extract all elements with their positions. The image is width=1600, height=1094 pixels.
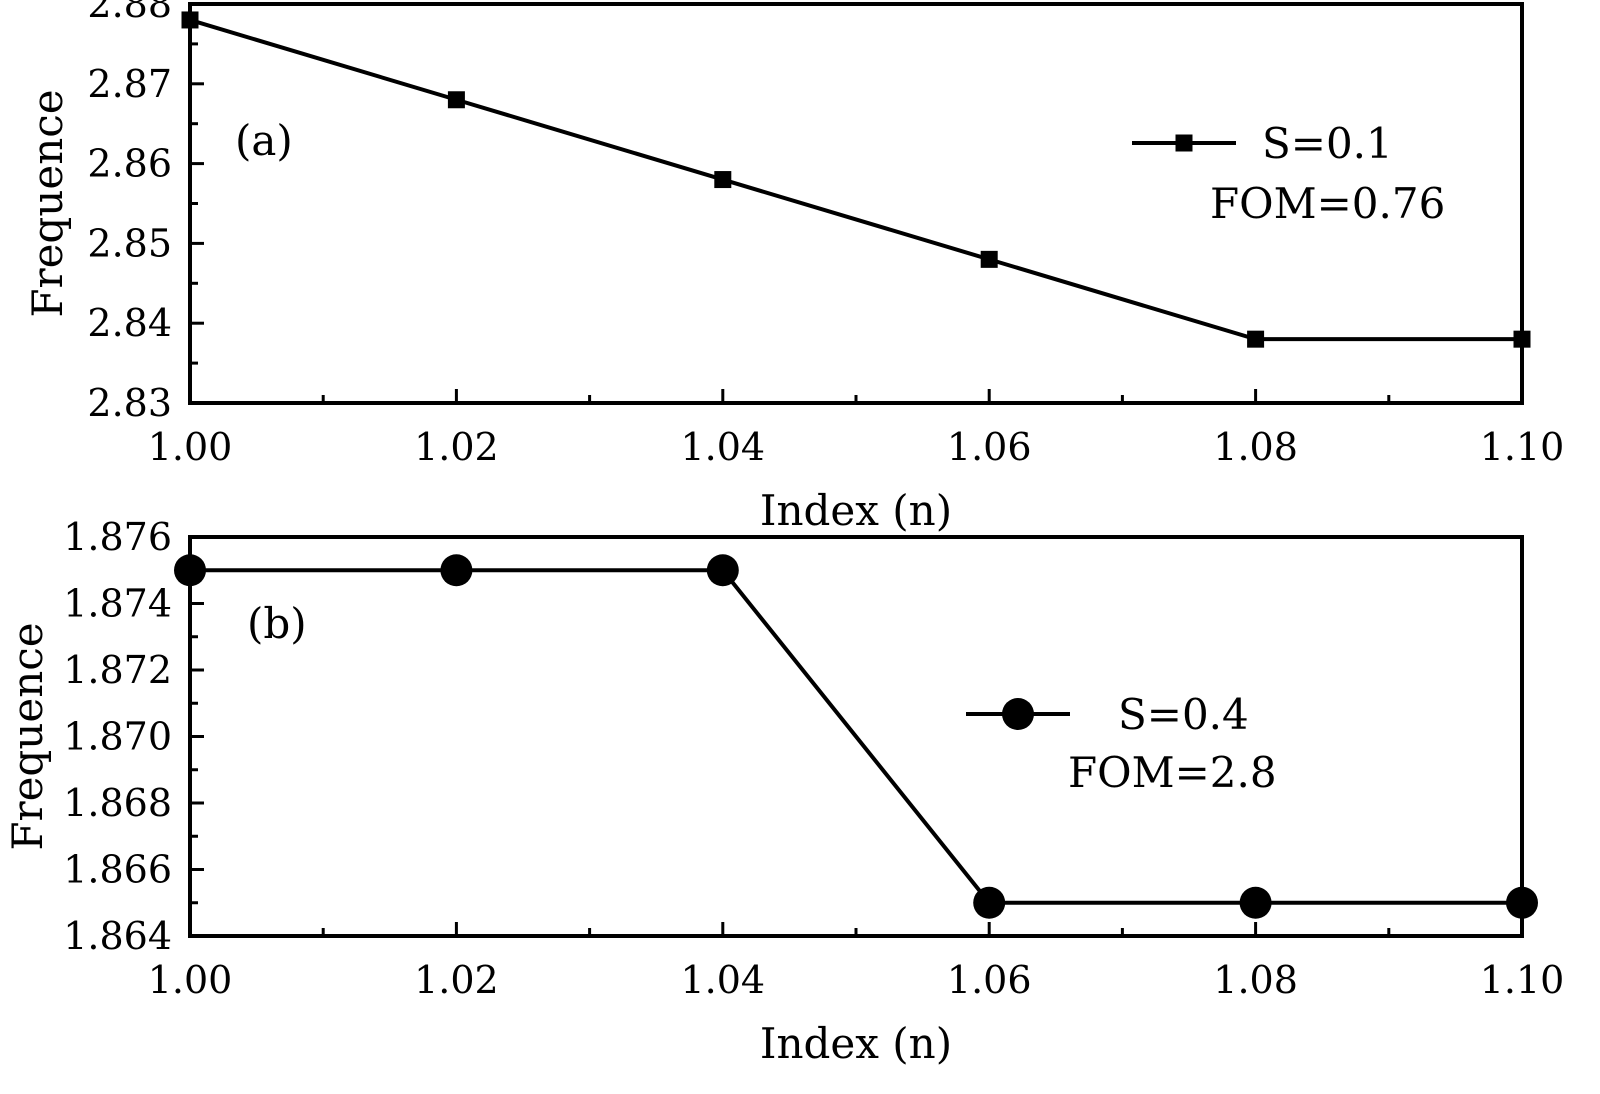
x-tick-label: 1.00 (148, 425, 233, 469)
x-tick-label: 1.02 (414, 958, 499, 1002)
series-line (190, 568, 1522, 905)
y-axis-title: Frequence (23, 89, 72, 317)
data-point (706, 554, 739, 587)
data-point (447, 91, 465, 109)
chart-panel-b: 1.00 1.02 1.04 1.06 1.08 1.10 1.864 1.866 1.868 1… (3, 515, 1564, 1068)
x-axis-title: Index (n) (760, 486, 952, 535)
y-tick-label: 1.872 (63, 648, 172, 692)
y-tick-label: 1.868 (63, 781, 172, 825)
y-tick-label: 2.84 (87, 301, 172, 345)
fom-annotation: FOM=0.76 (1210, 179, 1445, 228)
data-point (181, 11, 199, 29)
y-tick-label: 1.866 (63, 848, 172, 892)
y-tick-label: 1.870 (63, 715, 172, 759)
y-tick-label: 2.87 (87, 62, 172, 106)
series-line (189, 18, 1522, 342)
data-point (973, 886, 1006, 919)
x-tick-label: 1.02 (414, 425, 499, 469)
data-point (1513, 330, 1531, 348)
x-tick-label: 1.10 (1480, 425, 1565, 469)
x-tick-label: 1.10 (1480, 958, 1565, 1002)
y-axis-title: Frequence (3, 622, 52, 850)
legend-marker (1175, 134, 1193, 152)
data-point (1506, 886, 1538, 919)
x-axis-title: Index (n) (760, 1019, 952, 1068)
x-tick-label: 1.04 (680, 425, 765, 469)
x-tick-label: 1.08 (1213, 425, 1298, 469)
fom-annotation: FOM=2.8 (1068, 748, 1277, 797)
x-tick-label: 1.06 (947, 425, 1032, 469)
legend-marker (1002, 698, 1034, 730)
y-tick-label: 2.85 (87, 221, 172, 265)
y-tick-label: 1.874 (63, 582, 172, 626)
x-tick-label: 1.06 (947, 958, 1032, 1002)
x-tick-label: 1.04 (680, 958, 765, 1002)
legend-label: S=0.1 (1262, 119, 1393, 168)
chart-panel-a: 1.00 1.02 1.04 1.06 1.08 1.10 2.83 2.84 2.85 2.86… (23, 0, 1564, 535)
legend-label: S=0.4 (1118, 690, 1249, 739)
y-tick-label: 2.88 (87, 0, 172, 26)
y-tick-label: 1.864 (63, 914, 172, 958)
panel-label: (a) (235, 116, 293, 165)
x-tick-label: 1.08 (1213, 958, 1298, 1002)
data-point (1239, 886, 1272, 919)
x-tick-label: 1.00 (148, 958, 233, 1002)
y-tick-label: 1.876 (63, 515, 172, 559)
data-point (174, 554, 206, 587)
panel-label: (b) (247, 599, 307, 648)
data-point (714, 171, 732, 189)
data-point (440, 554, 473, 587)
y-tick-label: 2.83 (87, 381, 172, 425)
data-point (980, 250, 998, 268)
y-tick-label: 2.86 (87, 142, 172, 186)
data-point (1247, 330, 1265, 348)
